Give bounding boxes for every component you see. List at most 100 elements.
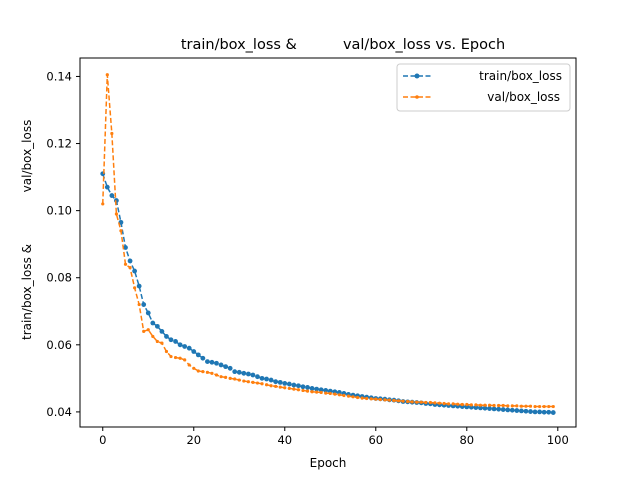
data-point: [173, 339, 178, 344]
data-point: [332, 389, 338, 395]
data-point: [500, 407, 506, 412]
data-point: [346, 394, 351, 398]
data-point: [378, 397, 382, 402]
data-point: [474, 403, 478, 407]
legend-marker-train: [414, 73, 420, 79]
data-point: [151, 334, 155, 339]
data-point: [528, 409, 533, 414]
data-point: [205, 359, 210, 364]
data-point: [315, 390, 319, 394]
y-tick-label: 0.10: [46, 204, 72, 218]
data-point: [336, 390, 342, 395]
data-point: [492, 403, 496, 408]
data-point: [201, 370, 205, 374]
data-point: [323, 388, 329, 393]
data-point: [327, 388, 333, 394]
data-point: [282, 380, 288, 386]
data-point: [446, 402, 451, 406]
axis-ticks: 0 20 40 60 80 100 0.04 0.06 0.08 0.10 0.12 0.14: [46, 69, 568, 447]
series-val: [101, 73, 555, 409]
data-point: [286, 381, 292, 387]
data-point: [268, 377, 274, 383]
legend-label-train: train/box_loss: [479, 69, 562, 83]
data-point: [264, 383, 269, 387]
data-point: [219, 375, 223, 379]
data-point: [214, 373, 219, 377]
data-point: [460, 402, 464, 407]
data-point: [114, 212, 118, 216]
data-point: [241, 370, 247, 376]
data-point: [478, 403, 483, 407]
data-point: [191, 349, 197, 354]
data-point: [160, 341, 164, 345]
x-tick-label: 0: [99, 433, 106, 447]
data-point: [305, 389, 310, 393]
data-point: [392, 398, 396, 403]
data-point: [319, 390, 323, 395]
data-point: [419, 400, 423, 404]
data-point: [464, 404, 470, 410]
data-point: [137, 302, 141, 307]
data-point: [178, 356, 182, 360]
data-point: [482, 405, 488, 411]
data-point: [496, 406, 502, 412]
data-point: [401, 399, 405, 403]
data-point: [255, 381, 260, 385]
data-point: [533, 404, 537, 409]
data-point: [324, 391, 328, 395]
data-point: [468, 404, 474, 410]
data-point: [487, 403, 492, 407]
data-point: [523, 408, 529, 414]
data-point: [250, 372, 256, 378]
x-tick-label: 60: [368, 433, 383, 447]
data-point: [537, 409, 542, 415]
data-point: [109, 193, 115, 198]
y-tick-label: 0.14: [46, 69, 72, 83]
data-point: [224, 375, 228, 379]
data-point: [205, 370, 210, 374]
data-point: [415, 400, 419, 404]
data-point: [183, 358, 187, 362]
data-point: [278, 385, 282, 389]
data-point: [259, 375, 265, 381]
data-point: [465, 402, 469, 407]
data-point: [232, 369, 238, 375]
data-point: [142, 329, 146, 333]
data-point: [383, 398, 387, 402]
data-point: [501, 403, 505, 408]
data-point: [218, 362, 224, 368]
data-point: [110, 131, 114, 136]
y-tick-label: 0.04: [46, 405, 72, 419]
data-point: [104, 184, 110, 190]
plot-area: [100, 73, 556, 415]
data-point: [310, 390, 314, 394]
data-point: [296, 388, 301, 392]
data-point: [283, 386, 287, 390]
legend: train/box_loss val/box_loss: [396, 63, 571, 112]
data-point: [514, 408, 520, 413]
data-point: [309, 386, 315, 391]
data-point: [328, 391, 332, 396]
data-point: [210, 371, 214, 375]
data-point: [164, 334, 169, 339]
data-point: [274, 384, 278, 389]
data-point: [209, 359, 215, 365]
data-point: [469, 403, 473, 407]
data-point: [546, 409, 552, 415]
data-point: [245, 371, 251, 377]
data-point: [277, 379, 283, 385]
data-point: [228, 376, 232, 380]
data-point: [532, 409, 538, 415]
data-point: [292, 387, 296, 391]
data-point: [132, 268, 138, 274]
data-point: [542, 404, 546, 409]
data-point: [195, 352, 201, 358]
x-tick-label: 80: [459, 433, 474, 447]
data-point: [168, 337, 174, 343]
data-point: [255, 374, 260, 380]
data-point: [260, 382, 264, 386]
data-point: [150, 320, 156, 326]
series-line: [102, 74, 554, 408]
data-point: [154, 323, 160, 329]
